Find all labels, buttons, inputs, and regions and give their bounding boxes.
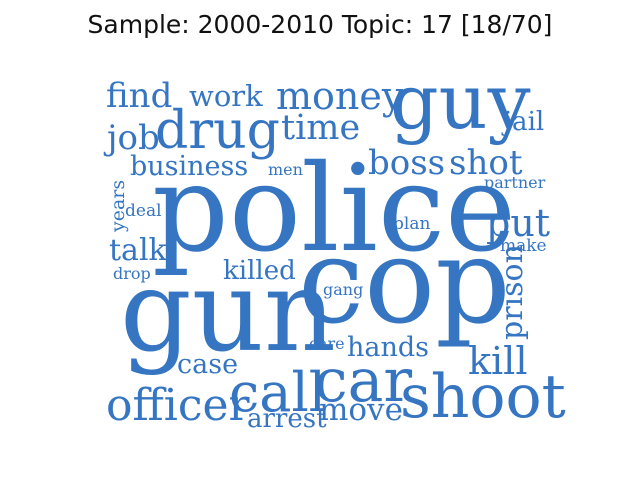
word-shot: shot <box>449 143 523 183</box>
word-find: find <box>106 76 173 116</box>
word-drop: drop <box>113 264 151 283</box>
word-officer: officer <box>106 380 250 431</box>
word-case: case <box>177 349 239 380</box>
word-move: move <box>319 392 403 428</box>
word-talk: talk <box>109 233 167 268</box>
word-men: men <box>268 160 303 179</box>
word-car: car <box>314 346 413 416</box>
word-guy: guy <box>390 57 531 146</box>
word-put: put <box>486 201 551 245</box>
word-prison: prison <box>495 244 530 340</box>
word-call: call <box>229 361 326 424</box>
word-business: business <box>130 151 249 182</box>
word-job: job <box>107 118 160 158</box>
word-kill: kill <box>468 339 528 383</box>
word-gang: gang <box>323 280 364 299</box>
word-care: care <box>309 334 345 353</box>
word-gun: gun <box>120 247 336 377</box>
word-boss: boss <box>368 143 446 183</box>
word-money: money <box>276 74 404 118</box>
word-drug: drug <box>155 101 280 161</box>
word-plan: plan <box>393 214 431 234</box>
word-hands: hands <box>347 332 430 363</box>
chart-title: Sample: 2000-2010 Topic: 17 [18/70] <box>87 10 553 39</box>
word-time: time <box>281 108 361 148</box>
word-shoot: shoot <box>400 362 566 432</box>
word-make: make <box>500 236 547 256</box>
word-arrest: arrest <box>247 404 327 434</box>
word-partner: partner <box>484 173 546 192</box>
word-jail: jail <box>504 107 545 137</box>
word-cop: cop <box>298 212 511 350</box>
word-police: police <box>152 140 517 279</box>
word-deal: deal <box>125 201 162 221</box>
word-work: work <box>189 79 263 113</box>
word-killed: killed <box>223 256 296 286</box>
